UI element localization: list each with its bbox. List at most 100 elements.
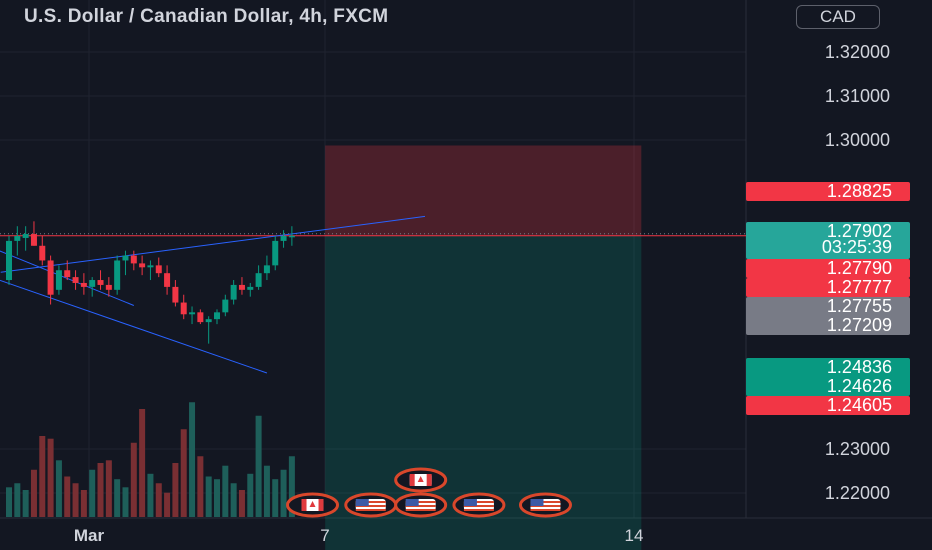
candle-body [47,260,54,295]
trendline-upper-channel [0,250,134,306]
price-label: 1.27777 [827,277,892,297]
volume-bar [139,409,146,517]
us-flag-canton [463,499,477,506]
volume-bar [272,479,279,517]
candle-body [263,265,270,274]
us-flag-stripe [355,501,386,503]
us-flag-stripe [463,501,494,503]
volume-bar [97,463,104,517]
candle-body [114,260,121,290]
candle-body [164,273,171,287]
price-label: 1.27790 [827,258,892,278]
volume-bar [230,483,237,517]
candle-body [139,263,146,268]
volume-bar [288,456,295,517]
price-label: 1.28825 [827,181,892,201]
price-label-box [746,222,910,259]
us-flag-stripe [463,505,494,507]
candle-body [147,265,154,268]
price-label: 03:25:39 [822,237,892,257]
volume-bar [197,456,204,517]
candle-body [30,234,37,246]
candle-body [205,319,212,323]
us-flag-canton [405,499,419,506]
price-label: 1.27902 [827,221,892,241]
price-label: 1.24626 [827,376,892,396]
price-tick-label: 1.30000 [825,130,890,150]
volume-bar [47,438,54,517]
candle-body [238,284,245,290]
chart-title: U.S. Dollar / Canadian Dollar, 4h, FXCM [24,6,389,27]
us-flag-stripe [530,509,561,511]
time-tick-label: Mar [74,526,105,545]
price-tick-label: 1.31000 [825,86,890,106]
volume-bar [80,490,87,517]
candle-body [130,255,137,264]
price-axis: 1.32000 1.31000 1.30000 1.23000 1.22000 1.288… [746,42,910,503]
time-axis: Mar 7 14 [74,526,644,545]
candle-body [288,235,295,238]
time-tick-label: 14 [625,526,644,545]
candle-body [222,299,229,313]
candle-body [80,282,87,287]
us-flag-stripe [463,509,494,511]
volume-bar [30,469,37,517]
volume-bar [22,490,29,517]
stop-zone [325,145,642,236]
volume-bar [180,429,187,517]
currency-badge[interactable]: CAD [796,5,880,29]
price-label: 1.24605 [827,395,892,415]
candle-body [39,245,46,261]
price-label-box [746,396,910,415]
trendline-rising-line [0,215,426,273]
price-tick-label: 1.23000 [825,439,890,459]
candle-body [189,312,196,315]
candle-body [72,277,79,283]
volume-bar [64,476,71,517]
volume-bar [105,460,112,517]
volume-bar [14,483,21,517]
volume-bars [6,402,295,517]
price-label-box [746,297,910,335]
price-label-box [746,182,910,201]
maple-leaf-icon [417,476,424,482]
volume-bar [72,483,79,517]
trendlines [0,215,746,374]
short-position-tool [325,145,642,550]
candle-body [89,280,96,287]
volume-bar [172,463,179,517]
volume-bar [263,465,270,517]
price-label-box [746,358,910,396]
us-flag-stripe [355,505,386,507]
candle-body [14,236,21,241]
volume-bar [89,469,96,517]
price-tick-label: 1.22000 [825,483,890,503]
volume-bar [114,479,121,517]
price-tick-label: 1.32000 [825,42,890,62]
volume-bar [155,483,162,517]
volume-bar [280,469,287,517]
candle-body [6,240,12,281]
volume-bar [39,436,46,517]
candle-body [105,284,112,290]
price-label-box [746,259,910,278]
candle-body [55,270,62,290]
volume-bar [130,442,137,517]
us-flag-stripe [530,505,561,507]
volume-bar [6,487,12,517]
price-label: 1.27755 [827,296,892,316]
canada-flag-band [426,474,432,486]
volume-bar [147,473,154,517]
canada-flag-band [318,499,324,511]
candle-body [122,255,129,261]
us-flag-canton [530,499,544,506]
us-flag-stripe [405,505,436,507]
price-label-box [746,278,910,297]
us-flag-stripe [355,509,386,511]
candle-body [180,302,187,315]
volume-bar [205,476,212,517]
candle-body [230,284,237,300]
maple-leaf-icon [309,501,316,507]
candle-body [247,286,254,290]
